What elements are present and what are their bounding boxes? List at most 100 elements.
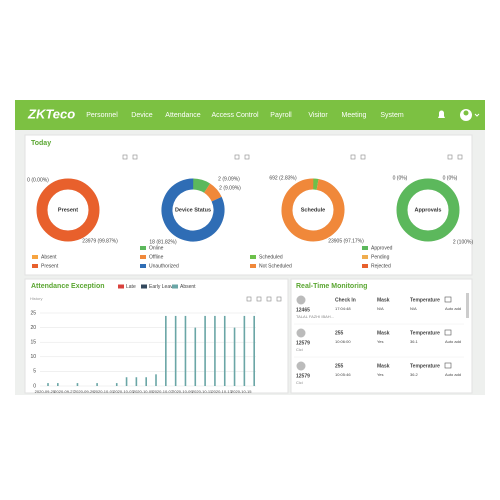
person-id: 12579	[296, 373, 310, 379]
legend-swatch[interactable]	[362, 246, 368, 250]
legend-label[interactable]: Absent	[41, 254, 57, 260]
nav-item[interactable]: Visitor	[308, 112, 328, 119]
tool-icon[interactable]	[266, 296, 272, 302]
tool-icon[interactable]	[244, 154, 250, 160]
field-value: Yes	[377, 372, 384, 377]
field-label: Mask	[377, 330, 390, 336]
user-menu-caret[interactable]	[474, 113, 480, 117]
donut-value-label: 0 (0%)	[443, 175, 458, 181]
field-label: Temperature	[410, 330, 440, 336]
tool-icon[interactable]	[256, 296, 262, 302]
y-tick-label: 0	[33, 383, 36, 389]
legend-swatch[interactable]	[140, 264, 146, 268]
person-name: TALAL FAZHI IBAH...	[296, 314, 334, 319]
tool-icon[interactable]	[350, 154, 356, 160]
scrollbar[interactable]	[466, 293, 469, 318]
legend-swatch[interactable]	[140, 246, 146, 250]
tool-icon[interactable]	[246, 296, 252, 302]
tool-icon[interactable]	[122, 154, 128, 160]
legend-swatch[interactable]	[140, 255, 146, 259]
tool-icon[interactable]	[234, 154, 240, 160]
legend-label[interactable]: Online	[149, 245, 164, 251]
avatar	[296, 328, 306, 338]
nav-item[interactable]: Meeting	[342, 112, 367, 119]
action-icon[interactable]	[444, 296, 452, 303]
donut-value-label: 18 (81.82%)	[149, 239, 177, 245]
action-label[interactable]: Auto add	[445, 372, 461, 377]
legend-label[interactable]: Pending	[371, 254, 390, 260]
bar	[96, 383, 98, 386]
bar	[145, 377, 147, 386]
legend-label[interactable]: Offline	[149, 254, 164, 260]
nav-item[interactable]: Device	[131, 112, 153, 119]
x-tick-label: 2020-10-05	[133, 389, 154, 394]
nav-item[interactable]: Attendance	[165, 112, 201, 119]
field-value: N/A	[377, 306, 384, 311]
action-icon[interactable]	[444, 362, 452, 369]
action-icon[interactable]	[444, 329, 452, 336]
bell-icon[interactable]	[438, 110, 445, 119]
bar	[165, 315, 167, 386]
x-tick-label: 2020-10-01	[94, 389, 115, 394]
x-tick-label: 2020-09-27	[54, 389, 75, 394]
donut-value-label: 2 (9.09%)	[219, 185, 241, 191]
tool-icon[interactable]	[132, 154, 138, 160]
tool-icon[interactable]	[276, 296, 282, 302]
donut-value-label: 0 (0%)	[393, 175, 408, 181]
legend-label[interactable]: Scheduled	[259, 254, 283, 260]
bar	[184, 315, 187, 386]
legend-swatch[interactable]	[118, 284, 124, 289]
nav-item[interactable]: Payroll	[270, 112, 292, 119]
nav-item[interactable]: Personnel	[86, 112, 118, 119]
bar	[194, 327, 197, 386]
x-tick-label: 2020-10-11	[192, 389, 213, 394]
tool-icon[interactable]	[360, 154, 366, 160]
donut-value-label: 692 (2.83%)	[269, 175, 297, 181]
user-avatar-head	[463, 110, 469, 116]
legend-swatch[interactable]	[362, 255, 368, 259]
action-label[interactable]: Auto add	[445, 339, 461, 344]
axis-label: History	[30, 296, 42, 301]
bar	[76, 383, 79, 386]
legend-label[interactable]: Unauthorized	[149, 263, 179, 269]
bar	[57, 383, 59, 386]
donut-title: Schedule	[301, 207, 325, 213]
legend-swatch[interactable]	[32, 264, 38, 268]
donut-value-label: 23905 (97.17%)	[328, 238, 364, 244]
field-label: Temperature	[410, 363, 440, 369]
donut-title: Present	[58, 207, 78, 213]
x-tick-label: 2020-10-13	[211, 389, 232, 394]
field-value: 17:04:48	[335, 306, 351, 311]
legend-swatch[interactable]	[32, 255, 38, 259]
donut-segment	[161, 178, 225, 242]
legend-label[interactable]: Late	[126, 284, 136, 290]
action-label[interactable]: Auto add	[445, 306, 461, 311]
field-label: Check In	[335, 297, 356, 303]
nav-item[interactable]: System	[380, 112, 404, 119]
legend-swatch[interactable]	[250, 255, 256, 259]
tool-icon[interactable]	[457, 154, 463, 160]
legend-swatch[interactable]	[250, 264, 256, 268]
legend-label[interactable]: Early Leave	[149, 284, 176, 290]
y-tick-label: 15	[30, 340, 36, 346]
legend-label[interactable]: Rejected	[371, 263, 391, 269]
field-label: Mask	[377, 363, 390, 369]
field-label: 255	[335, 363, 344, 369]
legend-swatch[interactable]	[362, 264, 368, 268]
tool-icon[interactable]	[447, 154, 453, 160]
field-value: 36.1	[410, 339, 419, 344]
legend-label[interactable]: Absent	[180, 284, 196, 290]
legend-label[interactable]: Present	[41, 263, 59, 269]
bar	[243, 315, 246, 386]
legend-label[interactable]: Not Scheduled	[259, 263, 292, 269]
bar	[253, 315, 255, 386]
legend-label[interactable]: Approved	[371, 245, 393, 251]
nav-item[interactable]: Access Control	[211, 112, 259, 119]
legend-swatch[interactable]	[172, 284, 178, 289]
bar	[47, 383, 49, 386]
y-tick-label: 20	[30, 325, 36, 331]
bar	[214, 315, 216, 386]
donut-title: Device Status	[175, 207, 211, 213]
legend-swatch[interactable]	[141, 284, 147, 289]
